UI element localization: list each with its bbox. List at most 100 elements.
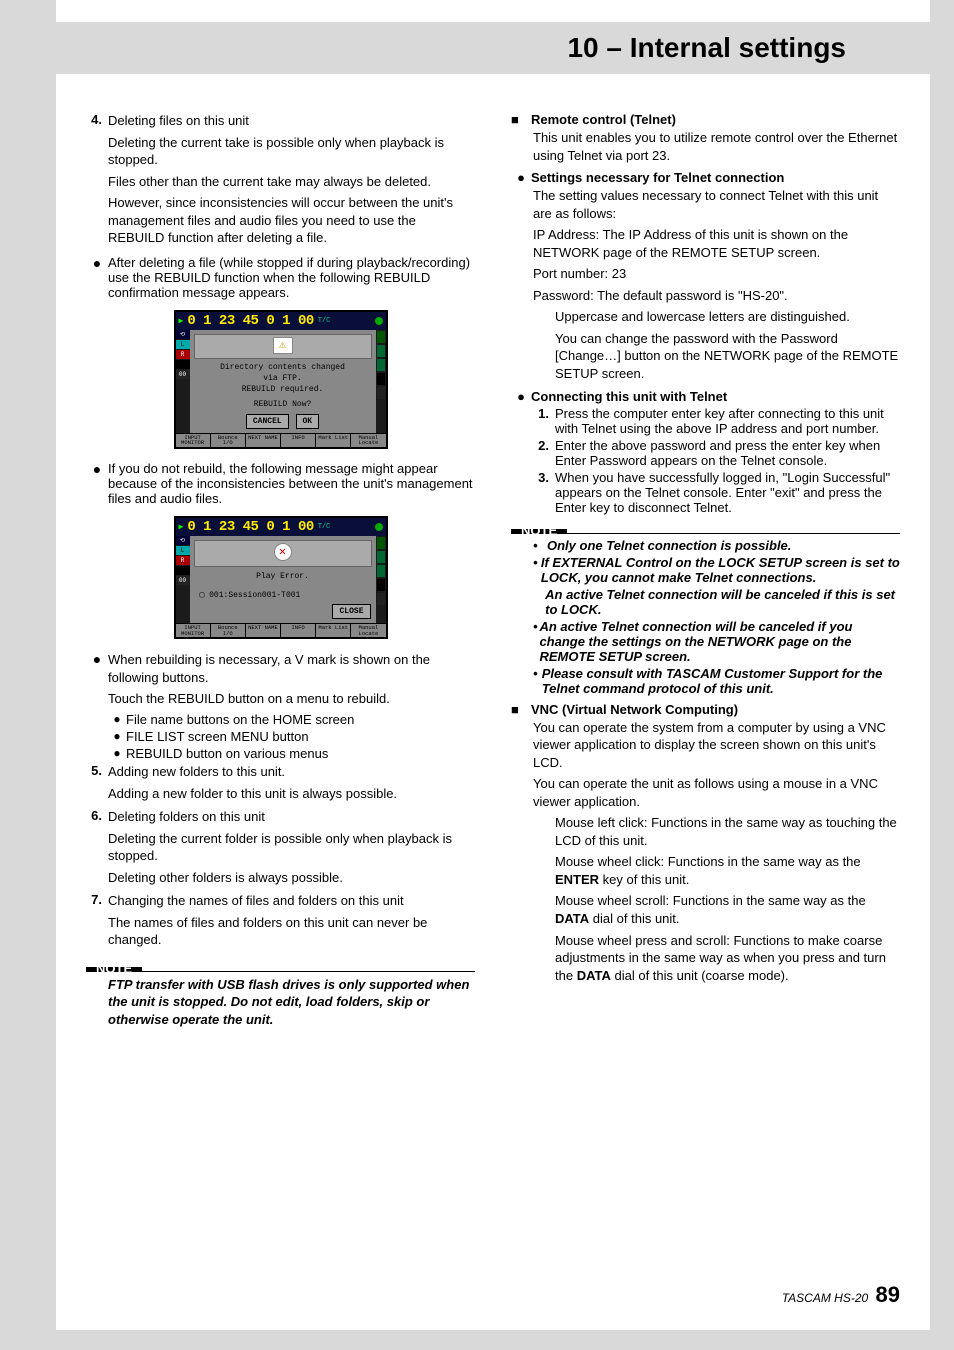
paragraph: Password: The default password is "HS-20… [511, 287, 900, 305]
item-number: 3. [533, 470, 555, 515]
dialog-body: ✕ Play Error. ▢ 001:Session001-T001 CLOS… [190, 536, 376, 624]
item-heading: Deleting folders on this unit [108, 808, 475, 826]
paragraph: When you have successfully logged in, "L… [555, 470, 900, 515]
item-number: 1. [533, 406, 555, 436]
bullet-item: ● After deleting a file (while stopped i… [86, 255, 475, 300]
dialog-text: ▢ 001:Session001-T001 [194, 590, 372, 601]
item-heading: Adding new folders to this unit. [108, 763, 475, 781]
note-block: NOTE [511, 521, 900, 534]
play-icon: ▶ [179, 522, 184, 532]
section-heading: ■ VNC (Virtual Network Computing) [511, 702, 900, 717]
left-meters: ⟲ L R 00 [176, 536, 190, 624]
note-label: NOTE [86, 967, 142, 971]
tab[interactable]: INPUT MONITOR [176, 434, 210, 447]
note-text: FTP transfer with USB flash drives is on… [86, 976, 475, 1029]
item-number: 7. [86, 892, 108, 953]
paragraph: Uppercase and lowercase letters are dist… [511, 308, 900, 326]
tab[interactable]: Bounce I/O [211, 624, 245, 637]
tc-label: T/C [318, 317, 331, 325]
warning-icon: ⚠ [273, 337, 293, 354]
tab[interactable]: INPUT MONITOR [176, 624, 210, 637]
bullet-icon: ● [108, 712, 126, 727]
dialog-text: Play Error. [194, 571, 372, 582]
paragraph: Press the computer enter key after conne… [555, 406, 900, 436]
bullet-icon: ● [108, 729, 126, 744]
paragraph: You can change the password with the Pas… [511, 330, 900, 383]
tab[interactable]: Bounce I/O [211, 434, 245, 447]
paragraph: IP Address: The IP Address of this unit … [511, 226, 900, 261]
bottom-tabs: INPUT MONITOR Bounce I/O NEXT NAME INFO … [176, 623, 386, 637]
sub-heading: ● Settings necessary for Telnet connecti… [511, 170, 900, 185]
dialog-text: Directory contents changed [194, 362, 372, 373]
device-screenshot-error: ▶ 0 1 23 45 0 1 00 T/C ⟲ L R 00 [174, 516, 388, 640]
tab[interactable]: Mark List [316, 434, 350, 447]
paragraph: You can operate the unit as follows usin… [511, 775, 900, 810]
paragraph: Mouse wheel press and scroll: Functions … [511, 932, 900, 985]
right-meters [376, 330, 386, 433]
content: 4. Deleting files on this unit Deleting … [56, 110, 930, 1033]
square-icon: ■ [511, 112, 531, 127]
paragraph: REBUILD button on various menus [126, 746, 475, 761]
sub-heading: ● Connecting this unit with Telnet [511, 389, 900, 404]
tab[interactable]: Mark List [316, 624, 350, 637]
left-column: 4. Deleting files on this unit Deleting … [56, 110, 493, 1033]
right-column: ■ Remote control (Telnet) This unit enab… [493, 110, 930, 1033]
chapter-title: 10 – Internal settings [567, 22, 846, 74]
page-margin [930, 0, 954, 1350]
page-number: 89 [876, 1282, 900, 1307]
left-meters: ⟲ L R 00 [176, 330, 190, 433]
paragraph: After deleting a file (while stopped if … [108, 255, 475, 300]
footer: TASCAM HS-20 89 [782, 1282, 900, 1308]
error-icon: ✕ [274, 543, 292, 561]
paragraph: Files other than the current take may al… [108, 173, 475, 191]
tc-label: T/C [318, 523, 331, 531]
tab[interactable]: Manual Locate [351, 624, 385, 637]
tab[interactable]: NEXT NAME [246, 624, 280, 637]
page: 10 – Internal settings 4. Deleting files… [56, 0, 930, 1330]
timecode: 0 1 23 45 0 1 00 [187, 519, 313, 535]
paragraph: The names of files and folders on this u… [108, 914, 475, 949]
tab[interactable]: INFO [281, 624, 315, 637]
note-label: NOTE [511, 529, 567, 533]
status-dot-icon [375, 523, 383, 531]
play-icon: ▶ [179, 316, 184, 326]
bullet-icon: ● [86, 651, 108, 761]
device-screenshot-rebuild: ▶ 0 1 23 45 0 1 00 T/C ⟲ L R 00 [174, 310, 388, 449]
bullet-icon: ● [86, 461, 108, 506]
cancel-button[interactable]: CANCEL [246, 414, 289, 429]
item-number: 6. [86, 808, 108, 890]
paragraph: This unit enables you to utilize remote … [511, 129, 900, 164]
step-1: 1. Press the computer enter key after co… [511, 406, 900, 436]
paragraph: When rebuilding is necessary, a V mark i… [108, 651, 475, 686]
dialog-text: via FTP. [194, 373, 372, 384]
paragraph: Enter the above password and press the e… [555, 438, 900, 468]
bullet-item: ● If you do not rebuild, the following m… [86, 461, 475, 506]
step-2: 2. Enter the above password and press th… [511, 438, 900, 468]
tab[interactable]: INFO [281, 434, 315, 447]
brand: TASCAM HS-20 [782, 1291, 868, 1305]
tab[interactable]: NEXT NAME [246, 434, 280, 447]
paragraph: The setting values necessary to connect … [511, 187, 900, 222]
dialog-text: REBUILD required. [194, 384, 372, 395]
paragraph: If you do not rebuild, the following mes… [108, 461, 475, 506]
note-text: •Only one Telnet connection is possible.… [511, 538, 900, 696]
paragraph: However, since inconsistencies will occu… [108, 194, 475, 247]
section-heading: ■ Remote control (Telnet) [511, 112, 900, 127]
paragraph: Touch the REBUILD button on a menu to re… [108, 690, 475, 708]
bullet-item: ● When rebuilding is necessary, a V mark… [86, 651, 475, 761]
paragraph: File name buttons on the HOME screen [126, 712, 475, 727]
right-meters [376, 536, 386, 624]
dot-icon: ● [511, 389, 531, 404]
dot-icon: ● [511, 170, 531, 185]
item-number: 2. [533, 438, 555, 468]
close-button[interactable]: CLOSE [332, 604, 370, 619]
tab[interactable]: Manual Locate [351, 434, 385, 447]
item-heading: Deleting files on this unit [108, 112, 475, 130]
list-item-5: 5. Adding new folders to this unit. Addi… [86, 763, 475, 806]
paragraph: Port number: 23 [511, 265, 900, 283]
ok-button[interactable]: OK [296, 414, 320, 429]
bullet-icon: ● [108, 746, 126, 761]
item-heading: Changing the names of files and folders … [108, 892, 475, 910]
bottom-tabs: INPUT MONITOR Bounce I/O NEXT NAME INFO … [176, 433, 386, 447]
paragraph: Deleting other folders is always possibl… [108, 869, 475, 887]
